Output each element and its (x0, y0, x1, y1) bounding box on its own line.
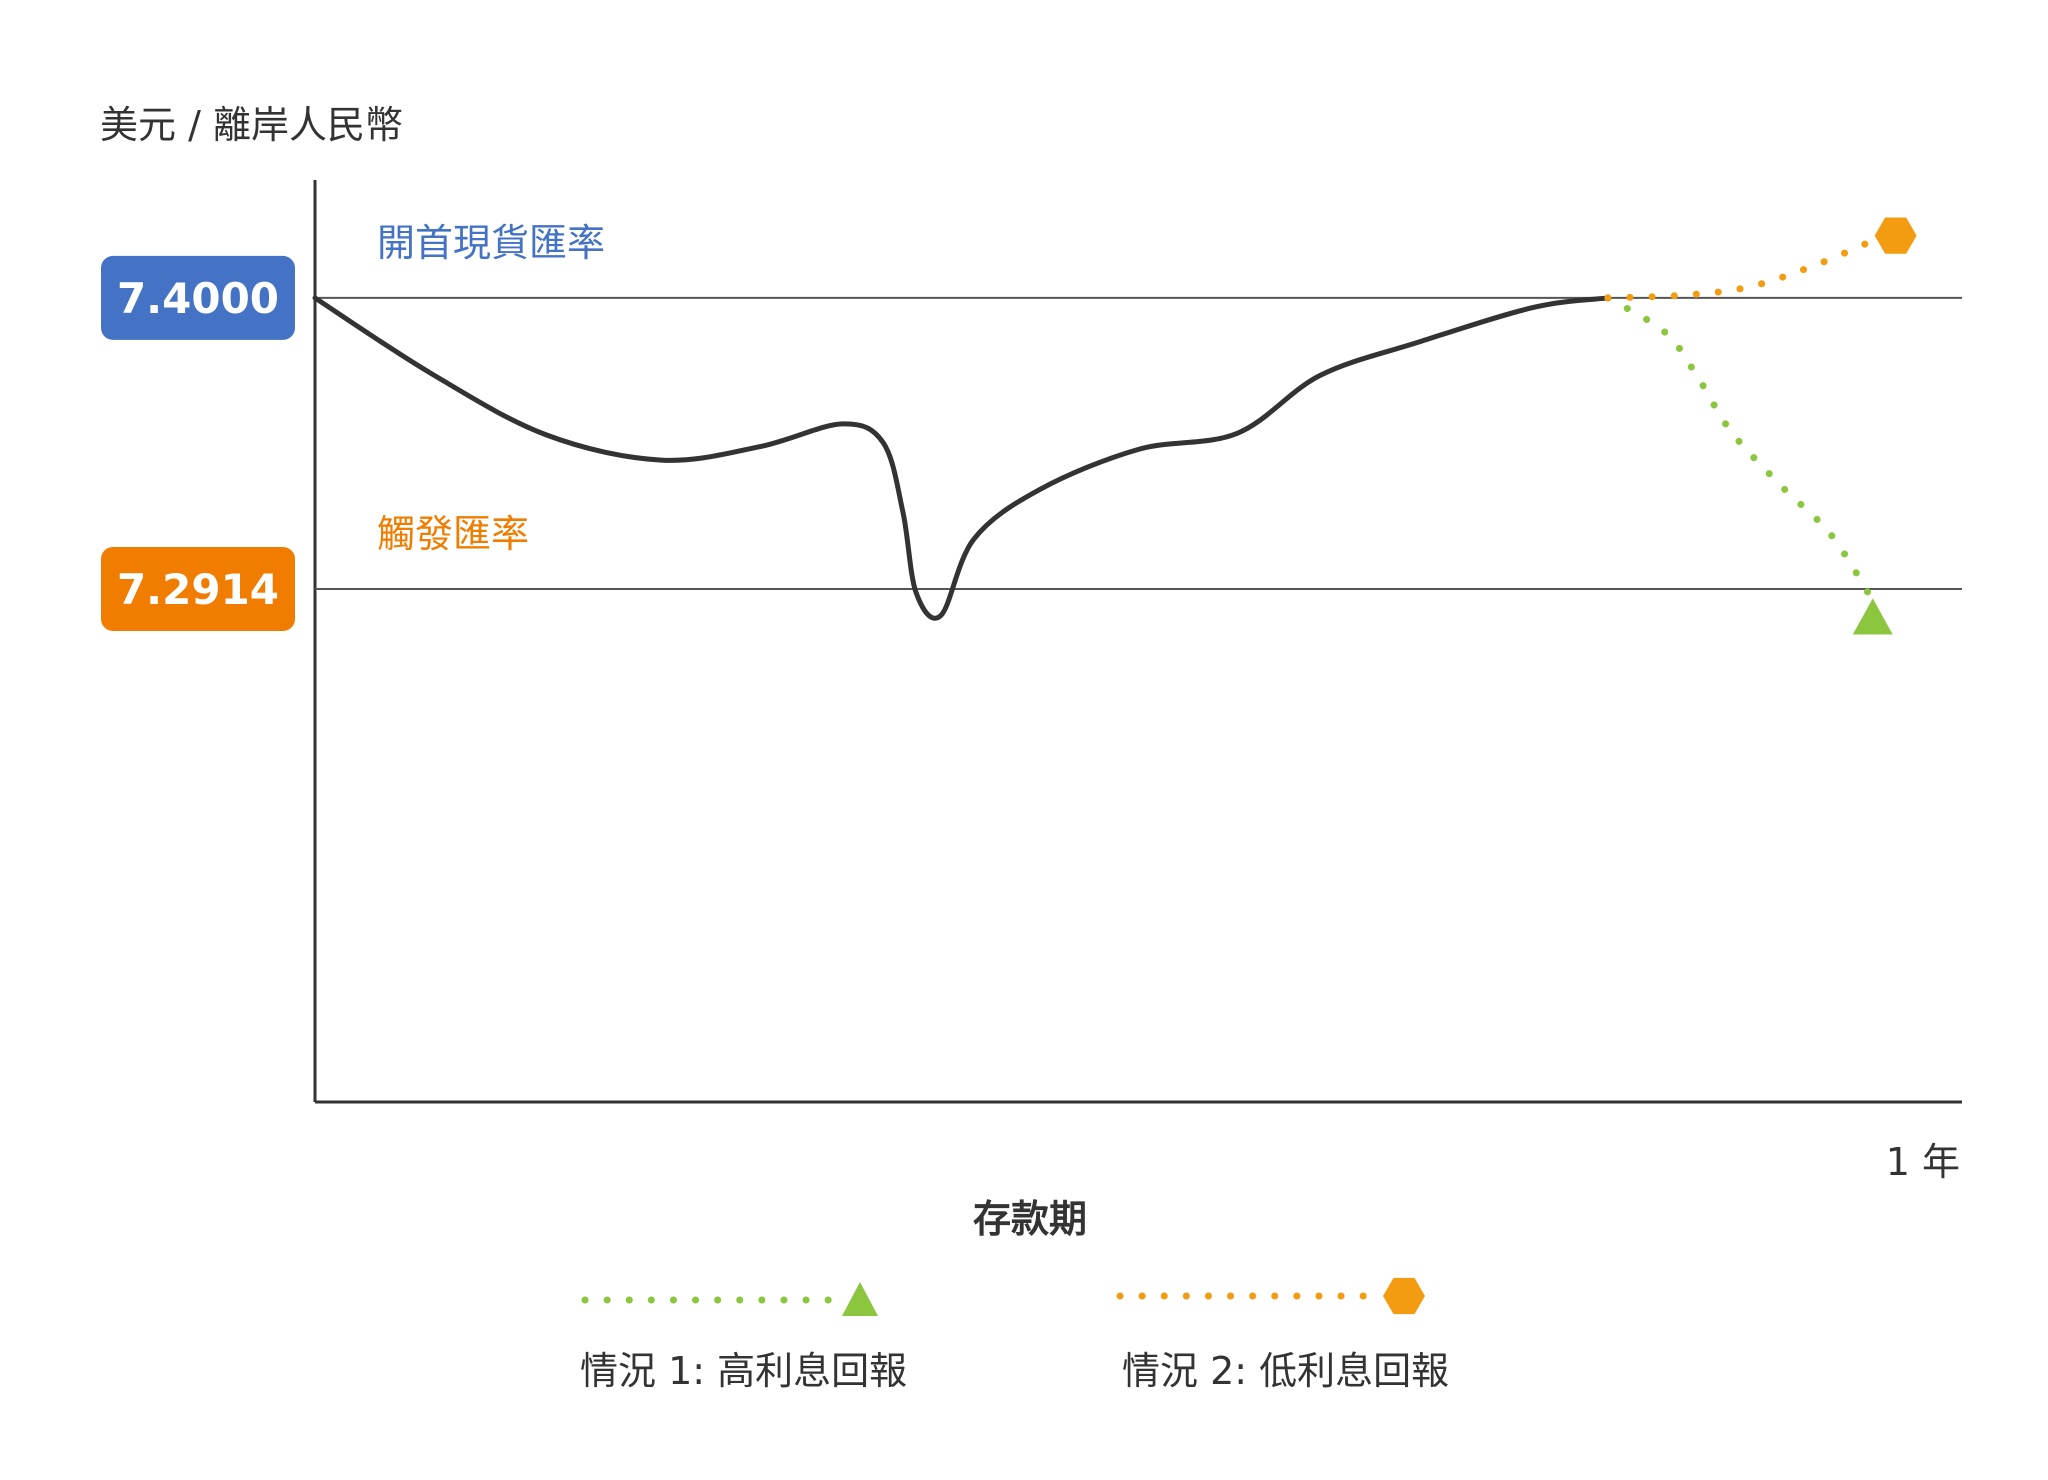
legend-scenario-2-label: 情況 2: 低利息回報 (1122, 1349, 1449, 1393)
scenario-1-line (1604, 294, 1874, 599)
trigger-rate-badge (101, 547, 295, 632)
scenario-2-line (1604, 234, 1884, 302)
legend-scenario-1-marker (842, 1282, 878, 1316)
legend-scenario-1-label: 情況 1: 高利息回報 (580, 1349, 907, 1393)
scenario-2-end-marker (1874, 217, 1917, 254)
x-axis-end-label: 1 年 (1886, 1140, 1960, 1184)
x-axis-label: 存款期 (973, 1197, 1087, 1241)
legend-scenario-2-marker (1383, 1277, 1425, 1315)
trigger-rate-value: 7.2914 (117, 565, 279, 614)
spot-rate-badge (101, 255, 295, 340)
spot-rate-value: 7.4000 (117, 274, 279, 323)
rate-history-line (312, 295, 1611, 621)
y-axis-label: 美元 / 離岸人民幣 (100, 103, 403, 147)
scenario-1-end-marker (1852, 598, 1893, 635)
spot-rate-label: 開首現貨匯率 (377, 221, 605, 265)
trigger-rate-label: 觸發匯率 (377, 512, 529, 556)
